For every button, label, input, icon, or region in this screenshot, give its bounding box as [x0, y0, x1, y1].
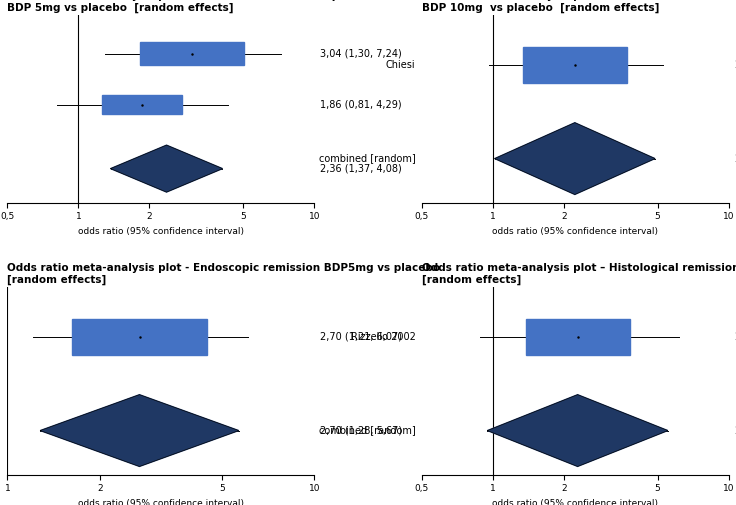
Text: 3,04 (1,30, 7,24): 3,04 (1,30, 7,24) [320, 48, 402, 59]
Text: 2,30 (0,95, 5,52): 2,30 (0,95, 5,52) [735, 426, 736, 436]
X-axis label: odds ratio (95% confidence interval): odds ratio (95% confidence interval) [492, 499, 658, 505]
X-axis label: odds ratio (95% confidence interval): odds ratio (95% confidence interval) [492, 227, 658, 236]
Polygon shape [487, 395, 668, 467]
Text: combined [random]: combined [random] [319, 426, 416, 436]
Text: combined [random]: combined [random] [319, 154, 416, 164]
Text: 2,70 (1,21, 6,07): 2,70 (1,21, 6,07) [320, 332, 403, 342]
Text: Rizzello 2002: Rizzello 2002 [350, 332, 416, 342]
Text: Chiesi: Chiesi [386, 60, 416, 70]
Text: 2,23 (1,02, 4,87): 2,23 (1,02, 4,87) [735, 154, 736, 164]
Polygon shape [523, 47, 627, 83]
Text: Odds ratio meta-analysis plot – Clinical remission or improvement
BDP 5mg vs pla: Odds ratio meta-analysis plot – Clinical… [7, 0, 396, 13]
Text: combined [random]: combined [random] [0, 164, 1, 174]
Text: Chiesi: Chiesi [0, 99, 1, 110]
Text: 2,70 (1,28, 5,67): 2,70 (1,28, 5,67) [320, 426, 403, 436]
Text: 1,86 (0,81, 4,29): 1,86 (0,81, 4,29) [320, 99, 402, 110]
Polygon shape [141, 42, 244, 65]
Text: Odds ratio meta-analysis plot – Histological remission BDP 5mg vs placebo
[rando: Odds ratio meta-analysis plot – Histolog… [422, 263, 736, 285]
Polygon shape [526, 319, 630, 355]
X-axis label: odds ratio (95% confidence interval): odds ratio (95% confidence interval) [78, 227, 244, 236]
Text: Rizzello 2002: Rizzello 2002 [0, 332, 1, 342]
Text: 2,30 (0,88, 6,18): 2,30 (0,88, 6,18) [735, 332, 736, 342]
Text: 2,36 (1,37, 4,08): 2,36 (1,37, 4,08) [320, 164, 402, 174]
Text: combined [random]: combined [random] [0, 426, 1, 436]
Polygon shape [72, 319, 208, 355]
Polygon shape [102, 95, 182, 114]
Text: 2,23 (0,96, 5,28): 2,23 (0,96, 5,28) [735, 60, 736, 70]
Text: Odds ratio meta-analysis plot – Clinical remission or improvement
BDP 10mg  vs p: Odds ratio meta-analysis plot – Clinical… [422, 0, 736, 13]
X-axis label: odds ratio (95% confidence interval): odds ratio (95% confidence interval) [78, 499, 244, 505]
Polygon shape [110, 145, 222, 192]
Text: Rizzello 2002: Rizzello 2002 [0, 48, 1, 59]
Polygon shape [40, 395, 238, 467]
Polygon shape [495, 123, 655, 194]
Text: Odds ratio meta-analysis plot - Endoscopic remission BDP5mg vs placebo
[random e: Odds ratio meta-analysis plot - Endoscop… [7, 263, 440, 285]
